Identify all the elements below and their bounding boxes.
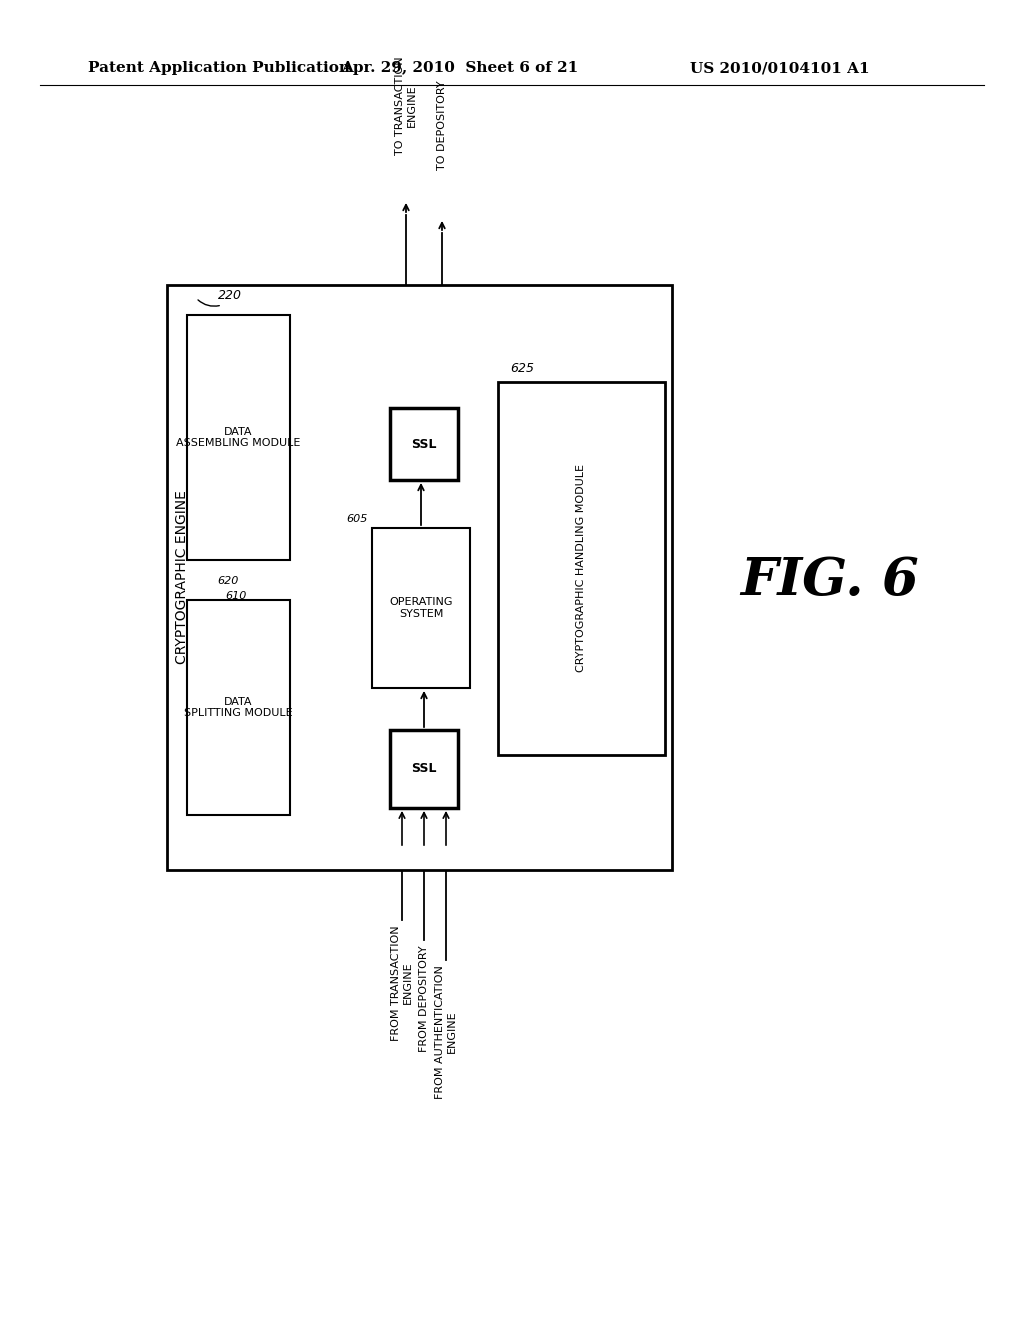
Text: CRYPTOGRAPHIC HANDLING MODULE: CRYPTOGRAPHIC HANDLING MODULE [577,465,587,672]
Text: TO TRANSACTION
ENGINE: TO TRANSACTION ENGINE [395,57,417,154]
Text: DATA
ASSEMBLING MODULE: DATA ASSEMBLING MODULE [176,426,301,449]
Text: SSL: SSL [412,763,437,776]
Bar [187,601,290,814]
Bar [372,528,470,688]
Text: CRYPTOGRAPHIC ENGINE: CRYPTOGRAPHIC ENGINE [175,491,189,664]
Text: FROM DEPOSITORY: FROM DEPOSITORY [419,945,429,1052]
Bar [187,315,290,560]
Text: 220: 220 [218,289,242,302]
Bar [498,381,665,755]
Text: FROM TRANSACTION
ENGINE: FROM TRANSACTION ENGINE [391,925,413,1040]
Text: OPERATING
SYSTEM: OPERATING SYSTEM [389,597,453,619]
Text: DATA
SPLITTING MODULE: DATA SPLITTING MODULE [184,697,293,718]
Text: TO DEPOSITORY: TO DEPOSITORY [437,81,447,170]
Text: FROM AUTHENTICATION
ENGINE: FROM AUTHENTICATION ENGINE [435,965,457,1098]
Text: Apr. 29, 2010  Sheet 6 of 21: Apr. 29, 2010 Sheet 6 of 21 [341,61,579,75]
Text: SSL: SSL [412,437,437,450]
Bar [390,730,458,808]
Text: 620: 620 [217,576,239,586]
Text: 610: 610 [225,591,247,601]
Text: FIG. 6: FIG. 6 [740,554,920,606]
Text: 605: 605 [347,513,368,524]
Text: Patent Application Publication: Patent Application Publication [88,61,350,75]
Text: US 2010/0104101 A1: US 2010/0104101 A1 [690,61,870,75]
Bar [390,408,458,480]
Bar [167,285,672,870]
Text: 625: 625 [510,362,534,375]
